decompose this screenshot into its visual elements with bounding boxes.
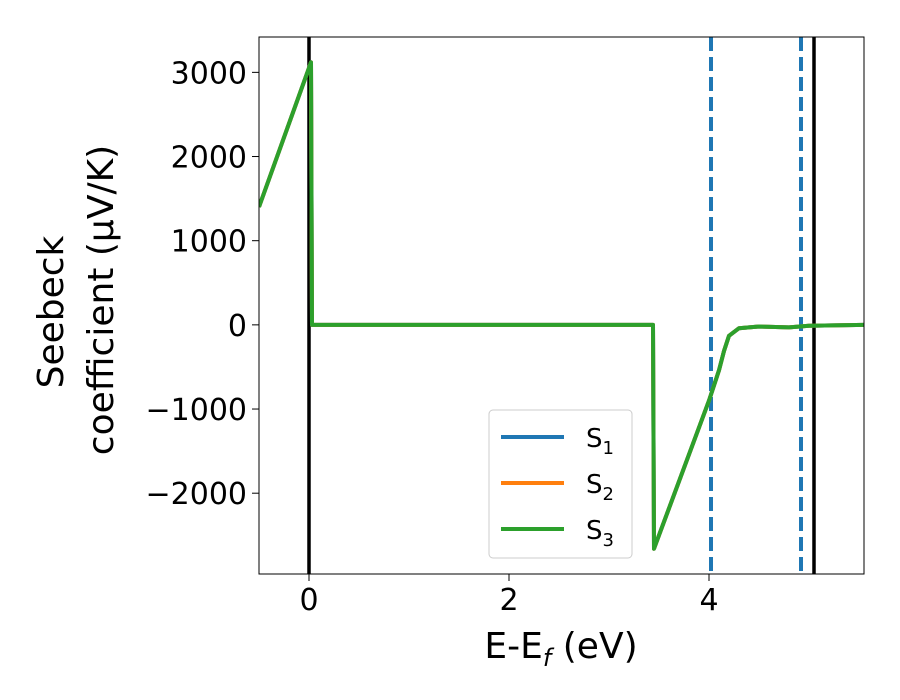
x-tick-label: 2 (499, 583, 518, 618)
y-tick-label: 2000 (171, 141, 247, 176)
legend-label-3: S3 (586, 516, 614, 551)
x-tick-label: 0 (299, 583, 318, 618)
legend: S1 S2 S3 (488, 409, 633, 559)
vertical-lines (307, 37, 816, 574)
x-axis-label: E-Ef (eV) (484, 626, 637, 672)
y-axis-label-line-2: coefficient (μV/K) (81, 145, 122, 455)
y-axis-ticks: −2000 −1000 0 1000 2000 3000 (146, 56, 259, 512)
y-tick-label: 1000 (171, 225, 247, 260)
x-axis-ticks: 0 2 4 (299, 574, 719, 618)
y-axis-label-line-1: Seebeck (31, 235, 72, 388)
legend-label-2: S2 (586, 470, 614, 505)
y-tick-label: 3000 (171, 56, 247, 91)
series-line-3 (259, 60, 864, 551)
y-tick-label: 0 (228, 309, 247, 344)
plot-frame (258, 36, 865, 575)
y-tick-label: −2000 (146, 477, 247, 512)
y-axis-label: Seebeck coefficient (μV/K) (31, 145, 122, 455)
legend-label-1: S1 (586, 424, 614, 459)
y-tick-label: −1000 (146, 393, 247, 428)
x-tick-label: 4 (699, 583, 718, 618)
series-lines (259, 60, 864, 551)
